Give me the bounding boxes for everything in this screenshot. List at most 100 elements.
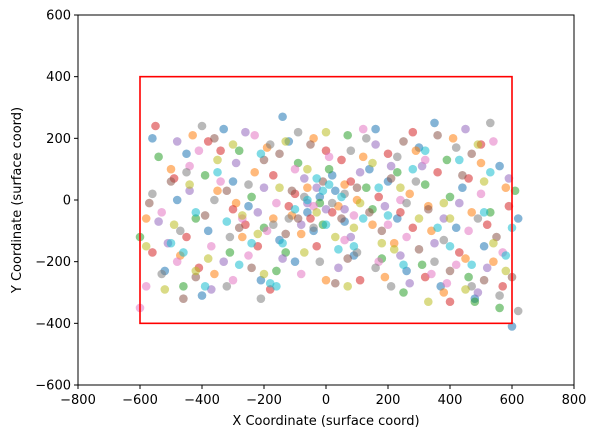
scatter-point: [321, 204, 331, 214]
scatter-point: [324, 164, 334, 174]
scatter-point: [278, 112, 287, 122]
scatter-point: [489, 238, 498, 248]
scatter-point: [396, 183, 405, 192]
scatter-point: [433, 223, 442, 233]
scatter-point: [414, 214, 424, 223]
scatter-point: [386, 282, 396, 291]
scatter-point: [228, 204, 238, 214]
scatter-point: [383, 220, 393, 229]
scatter-point: [191, 208, 201, 217]
scatter-point: [486, 208, 495, 217]
scatter-point: [473, 288, 483, 297]
scatter-point: [445, 297, 455, 307]
scatter-point: [396, 251, 405, 260]
scatter-point: [430, 238, 439, 248]
x-tick-label: 600: [500, 393, 525, 408]
scatter-point: [343, 130, 353, 140]
scatter-point: [234, 146, 244, 155]
scatter-point: [327, 198, 337, 208]
scatter-point: [396, 208, 405, 217]
scatter-point: [479, 177, 489, 186]
scatter-point: [154, 152, 163, 162]
scatter-point: [228, 275, 238, 285]
scatter-point: [386, 161, 396, 171]
scatter-point: [275, 149, 284, 159]
scatter-point: [439, 235, 449, 245]
scatter-point: [191, 214, 201, 223]
scatter-point: [250, 130, 259, 140]
scatter-point: [222, 186, 232, 196]
scatter-point: [219, 124, 228, 134]
scatter-point: [296, 229, 306, 239]
scatter-point: [489, 257, 498, 266]
x-tick-label: 200: [376, 393, 401, 408]
scatter-point: [179, 282, 188, 291]
scatter-point: [145, 198, 154, 208]
x-axis-ticks: −800 −600 −400 −200 0 200 400 600 800: [60, 385, 586, 408]
scatter-point: [430, 257, 439, 266]
scatter-point: [393, 167, 402, 177]
scatter-point: [358, 124, 368, 134]
scatter-point: [476, 158, 486, 168]
y-tick-label: −600: [35, 379, 71, 394]
scatter-point: [241, 127, 250, 137]
scatter-point: [269, 220, 278, 229]
scatter-point: [238, 232, 247, 242]
scatter-point: [386, 174, 396, 183]
boundary-rectangle: [139, 75, 513, 325]
scatter-point: [225, 232, 235, 242]
scatter-point: [197, 121, 207, 131]
scatter-point: [172, 257, 182, 266]
scatter-point: [427, 269, 436, 279]
scatter-point: [411, 146, 421, 155]
scatter-point: [346, 177, 356, 186]
scatter-point: [185, 180, 194, 189]
scatter-point: [256, 294, 266, 303]
scatter-point: [148, 248, 157, 257]
scatter-point: [377, 226, 387, 236]
scatter-point: [272, 282, 281, 291]
scatter-point: [389, 238, 399, 248]
scatter-point: [349, 223, 359, 233]
scatter-point: [222, 282, 232, 291]
scatter-point: [247, 263, 256, 273]
y-tick-label: 0: [63, 194, 71, 209]
scatter-point: [362, 183, 371, 192]
scatter-point: [479, 208, 489, 217]
scatter-point: [300, 174, 309, 183]
scatter-point: [495, 303, 504, 313]
scatter-point: [185, 186, 194, 196]
scatter-point: [210, 134, 219, 143]
y-tick-label: 400: [46, 70, 71, 85]
scatter-point: [259, 269, 269, 279]
scatter-point: [513, 306, 523, 316]
scatter-point: [389, 245, 399, 254]
scatter-point: [275, 183, 284, 192]
scatter-point: [470, 297, 480, 307]
scatter-point: [151, 121, 160, 131]
scatter-point: [445, 214, 455, 223]
scatter-point: [355, 275, 365, 285]
scatter-point: [424, 204, 433, 214]
scatter-point: [293, 127, 303, 137]
scatter-point: [408, 164, 418, 174]
scatter-point: [157, 269, 166, 279]
scatter-point: [216, 177, 225, 186]
scatter-point: [337, 214, 346, 223]
scatter-point: [489, 137, 498, 146]
scatter-point: [352, 183, 362, 192]
scatter-point: [479, 241, 489, 251]
scatter-point: [473, 140, 483, 149]
scatter-point: [451, 143, 461, 152]
scatter-point: [324, 152, 334, 162]
scatter-point: [194, 146, 204, 155]
scatter-point: [417, 260, 427, 270]
scatter-point: [141, 282, 151, 291]
scatter-point: [439, 214, 449, 223]
scatter-point: [498, 282, 508, 291]
scatter-point: [486, 118, 495, 128]
scatter-point: [399, 260, 408, 270]
scatter-point: [200, 171, 210, 180]
scatter-point: [380, 201, 390, 211]
